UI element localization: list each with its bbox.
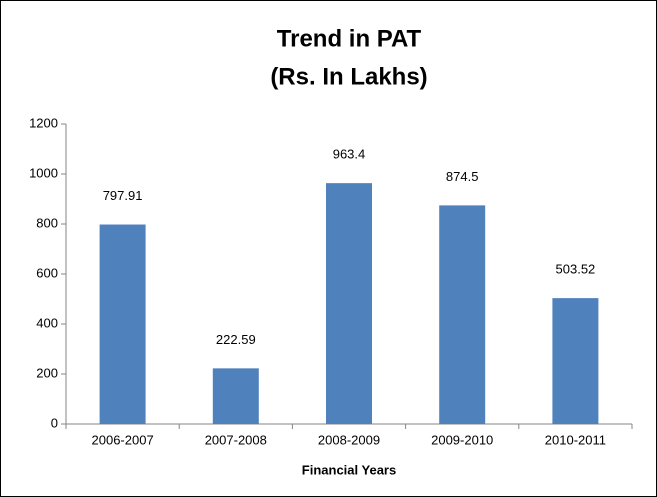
x-tick-label: 2010-2011: [545, 432, 606, 447]
bar: [439, 205, 486, 424]
chart-title: Trend in PAT: [277, 25, 422, 52]
bar: [552, 298, 599, 424]
x-axis-title: Financial Years: [302, 462, 396, 477]
y-tick-label: 1000: [29, 165, 58, 180]
y-tick-label: 1200: [29, 115, 58, 130]
chart-subtitle: (Rs. In Lakhs): [270, 63, 427, 90]
bar: [99, 224, 146, 424]
y-tick-label: 600: [36, 265, 58, 280]
value-label: 222.59: [216, 332, 256, 347]
y-tick-label: 200: [36, 365, 58, 380]
value-label: 874.5: [446, 169, 479, 184]
x-tick-label: 2006-2007: [92, 432, 154, 447]
x-tick-label: 2009-2010: [431, 432, 493, 447]
value-label: 797.91: [103, 188, 143, 203]
y-tick-label: 0: [51, 415, 58, 430]
bar: [212, 368, 259, 424]
bar: [326, 183, 372, 424]
value-label: 963.4: [333, 147, 366, 162]
value-label: 503.52: [556, 262, 596, 277]
x-tick-label: 2007-2008: [205, 432, 267, 447]
x-tick-label: 2008-2009: [318, 432, 380, 447]
y-tick-label: 400: [36, 315, 58, 330]
y-tick-label: 800: [36, 215, 58, 230]
